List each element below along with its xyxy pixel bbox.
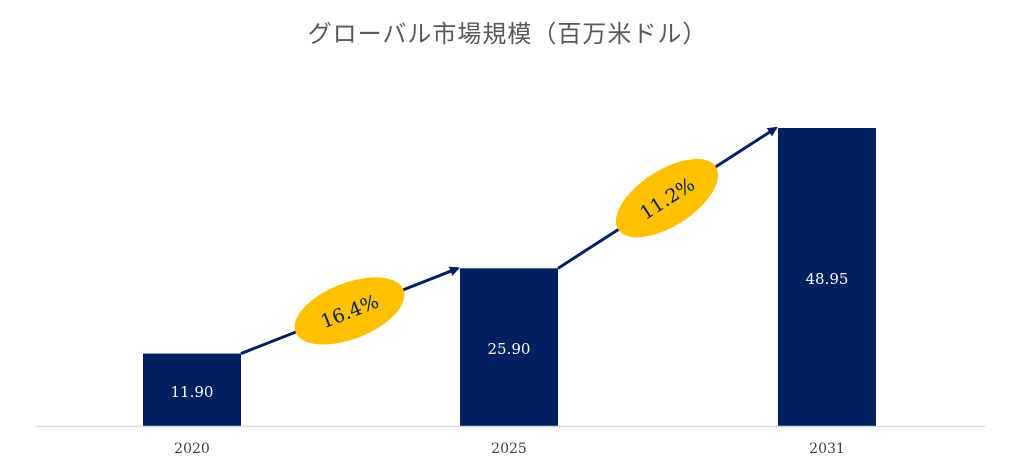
x-tick-label-2025: 2025 <box>491 441 527 457</box>
bars: 11.90 25.90 48.95 <box>143 128 876 426</box>
data-label-2020: 11.90 <box>171 383 214 401</box>
bar-2025 <box>460 268 558 426</box>
growth-badge-ellipse <box>615 158 719 238</box>
x-tick-label-2020: 2020 <box>174 441 210 457</box>
data-label-2031: 48.95 <box>806 270 849 288</box>
growth-badge-2025-2031: 11.2% <box>615 158 719 238</box>
x-tick-label-2031: 2031 <box>809 441 845 457</box>
growth-badges: 16.4% 11.2% <box>294 158 719 345</box>
growth-badge-2020-2025: 16.4% <box>294 277 405 345</box>
x-axis: 2020 2025 2031 <box>35 425 985 457</box>
growth-badge-ellipse <box>294 277 405 345</box>
bar-2020 <box>143 353 241 426</box>
data-label-2025: 25.90 <box>488 340 531 358</box>
bar-2031 <box>778 128 876 426</box>
chart-title: グローバル市場規模（百万米ドル） <box>307 20 708 48</box>
